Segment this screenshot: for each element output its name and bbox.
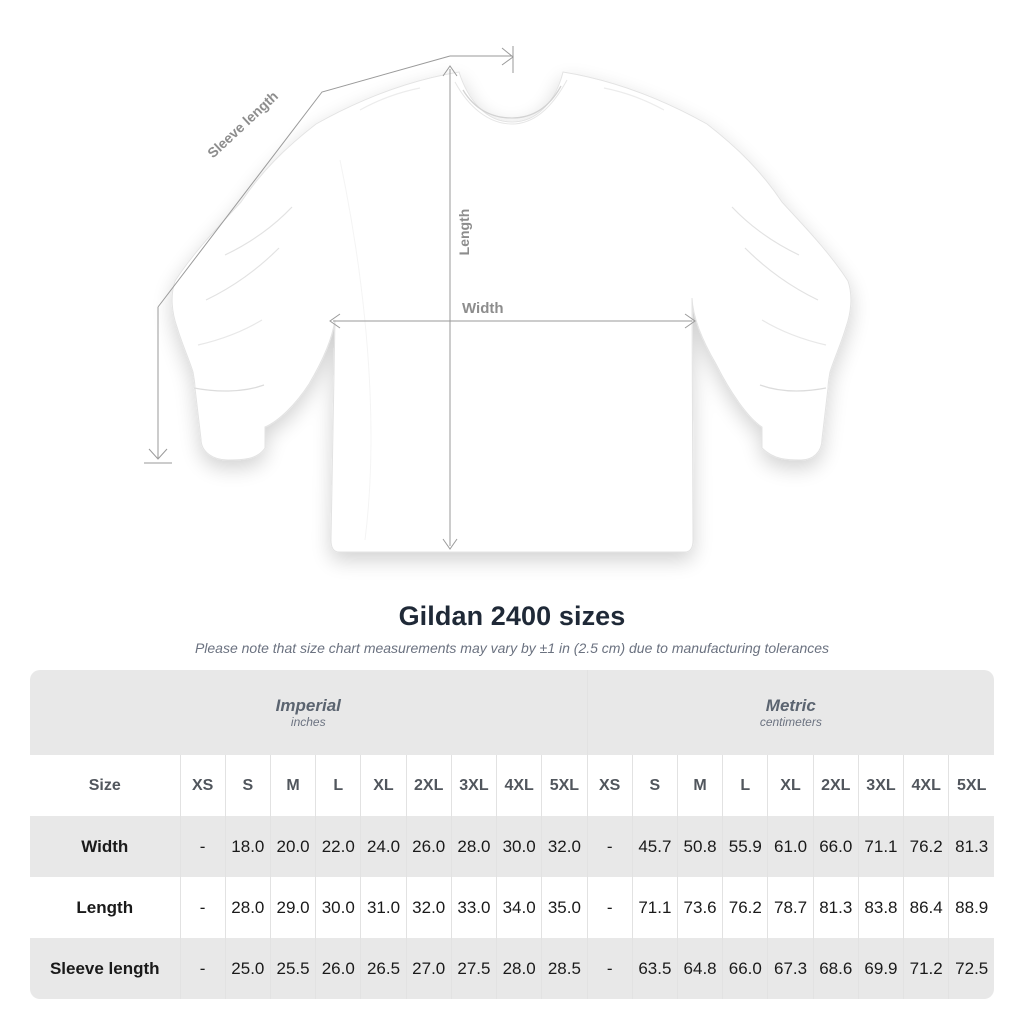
svg-text:Width: Width xyxy=(462,300,504,317)
svg-text:Length: Length xyxy=(456,209,472,256)
svg-text:Sleeve length: Sleeve length xyxy=(204,88,281,161)
